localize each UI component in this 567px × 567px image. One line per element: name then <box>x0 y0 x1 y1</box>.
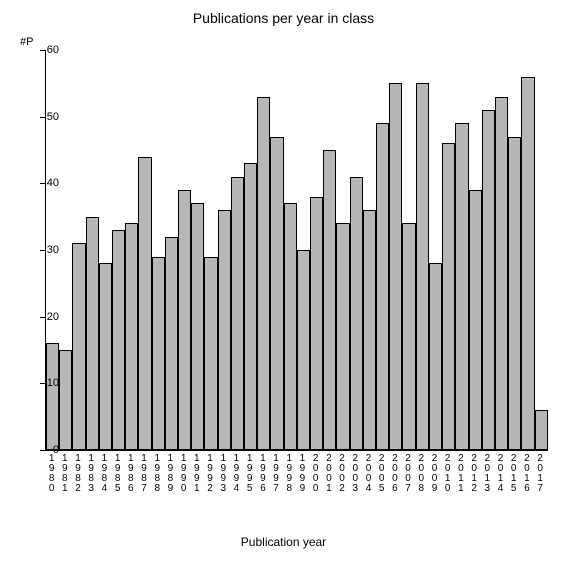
bar <box>429 263 442 450</box>
bar <box>191 203 204 450</box>
bar <box>231 177 244 450</box>
bar <box>152 257 165 450</box>
x-tick-label: 2016 <box>520 452 533 494</box>
bars-group <box>46 50 548 450</box>
x-tick-label: 2011 <box>454 452 467 494</box>
bar <box>469 190 482 450</box>
x-tick-label: 2009 <box>428 452 441 494</box>
bar <box>99 263 112 450</box>
bar <box>86 217 99 450</box>
x-tick-label: 2002 <box>335 452 348 494</box>
y-tick-label: 40 <box>39 177 59 189</box>
y-tick-label: 10 <box>39 377 59 389</box>
x-tick-label: 2015 <box>507 452 520 494</box>
bar <box>442 143 455 450</box>
bar <box>297 250 310 450</box>
y-tick-label: 50 <box>39 111 59 123</box>
bar <box>138 157 151 450</box>
bar <box>323 150 336 450</box>
x-tick-label: 2000 <box>309 452 322 494</box>
x-tick-label: 1993 <box>217 452 230 494</box>
x-tick-labels: 1980198119821983198419851986198719881989… <box>45 452 547 494</box>
x-tick-label: 1997 <box>269 452 282 494</box>
x-tick-label: 2006 <box>388 452 401 494</box>
x-tick-label: 1992 <box>203 452 216 494</box>
x-tick-label: 1987 <box>137 452 150 494</box>
bar <box>495 97 508 450</box>
x-tick-label: 2001 <box>322 452 335 494</box>
bar <box>244 163 257 450</box>
x-tick-label: 1996 <box>256 452 269 494</box>
bar <box>178 190 191 450</box>
bar <box>402 223 415 450</box>
x-tick-label: 1980 <box>45 452 58 494</box>
x-tick-label: 2017 <box>534 452 547 494</box>
y-tick-label: 0 <box>39 444 59 456</box>
x-tick-label: 2010 <box>441 452 454 494</box>
bar <box>72 243 85 450</box>
chart-container: Publications per year in class #P 198019… <box>0 0 567 567</box>
bar <box>284 203 297 450</box>
bar <box>257 97 270 450</box>
x-tick-label: 2003 <box>349 452 362 494</box>
x-tick-label: 2008 <box>415 452 428 494</box>
bar <box>270 137 283 450</box>
x-tick-label: 1986 <box>124 452 137 494</box>
x-tick-label: 1990 <box>177 452 190 494</box>
bar <box>165 237 178 450</box>
x-tick-label: 2014 <box>494 452 507 494</box>
x-tick-label: 2012 <box>468 452 481 494</box>
x-tick-label: 1994 <box>230 452 243 494</box>
bar <box>376 123 389 450</box>
x-tick-label: 1991 <box>190 452 203 494</box>
bar <box>389 83 402 450</box>
bar <box>336 223 349 450</box>
bar <box>125 223 138 450</box>
x-tick-label: 2013 <box>481 452 494 494</box>
plot-area <box>45 50 548 451</box>
x-tick-label: 1981 <box>58 452 71 494</box>
x-tick-label: 1988 <box>151 452 164 494</box>
bar <box>204 257 217 450</box>
x-tick-label: 2004 <box>362 452 375 494</box>
x-tick-label: 1983 <box>85 452 98 494</box>
x-tick-label: 2007 <box>401 452 414 494</box>
x-axis-label: Publication year <box>0 535 567 549</box>
x-tick-label: 1999 <box>296 452 309 494</box>
bar <box>112 230 125 450</box>
x-tick-label: 1995 <box>243 452 256 494</box>
bar <box>218 210 231 450</box>
bar <box>455 123 468 450</box>
bar <box>508 137 521 450</box>
x-tick-label: 1984 <box>98 452 111 494</box>
bar <box>535 410 548 450</box>
chart-title: Publications per year in class <box>0 10 567 26</box>
y-tick-label: 20 <box>39 311 59 323</box>
x-tick-label: 2005 <box>375 452 388 494</box>
bar <box>59 350 72 450</box>
bar <box>46 343 59 450</box>
x-tick-label: 1998 <box>283 452 296 494</box>
x-tick-label: 1985 <box>111 452 124 494</box>
x-tick-label: 1989 <box>164 452 177 494</box>
bar <box>482 110 495 450</box>
y-tick-label: 30 <box>39 244 59 256</box>
y-tick-label: 60 <box>39 44 59 56</box>
bar <box>363 210 376 450</box>
y-axis-top-label: #P <box>20 36 33 48</box>
bar <box>310 197 323 450</box>
bar <box>521 77 534 450</box>
bar <box>350 177 363 450</box>
bar <box>416 83 429 450</box>
x-tick-label: 1982 <box>71 452 84 494</box>
